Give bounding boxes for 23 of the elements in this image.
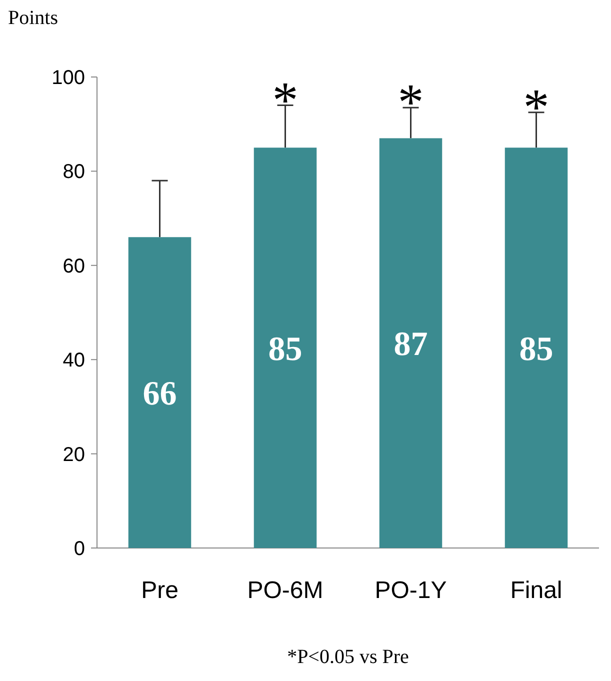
bar (128, 237, 192, 548)
annotation: * (272, 72, 298, 130)
data-label: 85 (519, 330, 554, 368)
y-tick-label: 100 (52, 67, 85, 89)
y-tick-label: 0 (74, 538, 85, 560)
y-axis-title: Points (8, 7, 58, 29)
annotation: * (523, 79, 550, 136)
data-label: 85 (268, 330, 302, 368)
text: *P<0.05 vs Pre (287, 646, 410, 668)
x-tick-label: PO-6M (247, 577, 324, 604)
y-tick-label: 80 (62, 161, 85, 184)
y-tick-label: 20 (62, 444, 85, 466)
y-tick-label: 40 (62, 350, 85, 372)
data-label: 87 (394, 326, 428, 364)
bar (379, 138, 442, 548)
annotation: * (398, 74, 424, 132)
y-tick-label: 60 (62, 255, 85, 278)
data-label: 66 (142, 376, 177, 413)
x-tick-label: Final (510, 577, 562, 604)
bar (504, 148, 568, 548)
x-tick-label: Pre (141, 577, 178, 604)
bar (254, 148, 317, 548)
x-tick-label: PO-1Y (374, 577, 447, 604)
